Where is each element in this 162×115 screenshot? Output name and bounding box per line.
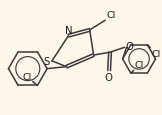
Text: S: S	[44, 56, 50, 66]
Text: O: O	[104, 72, 112, 82]
Text: O: O	[126, 42, 133, 52]
Text: N: N	[65, 26, 72, 35]
Text: Cl: Cl	[151, 49, 160, 58]
Text: Cl: Cl	[22, 72, 32, 81]
Text: Cl: Cl	[106, 11, 116, 20]
Text: Cl: Cl	[135, 61, 144, 70]
